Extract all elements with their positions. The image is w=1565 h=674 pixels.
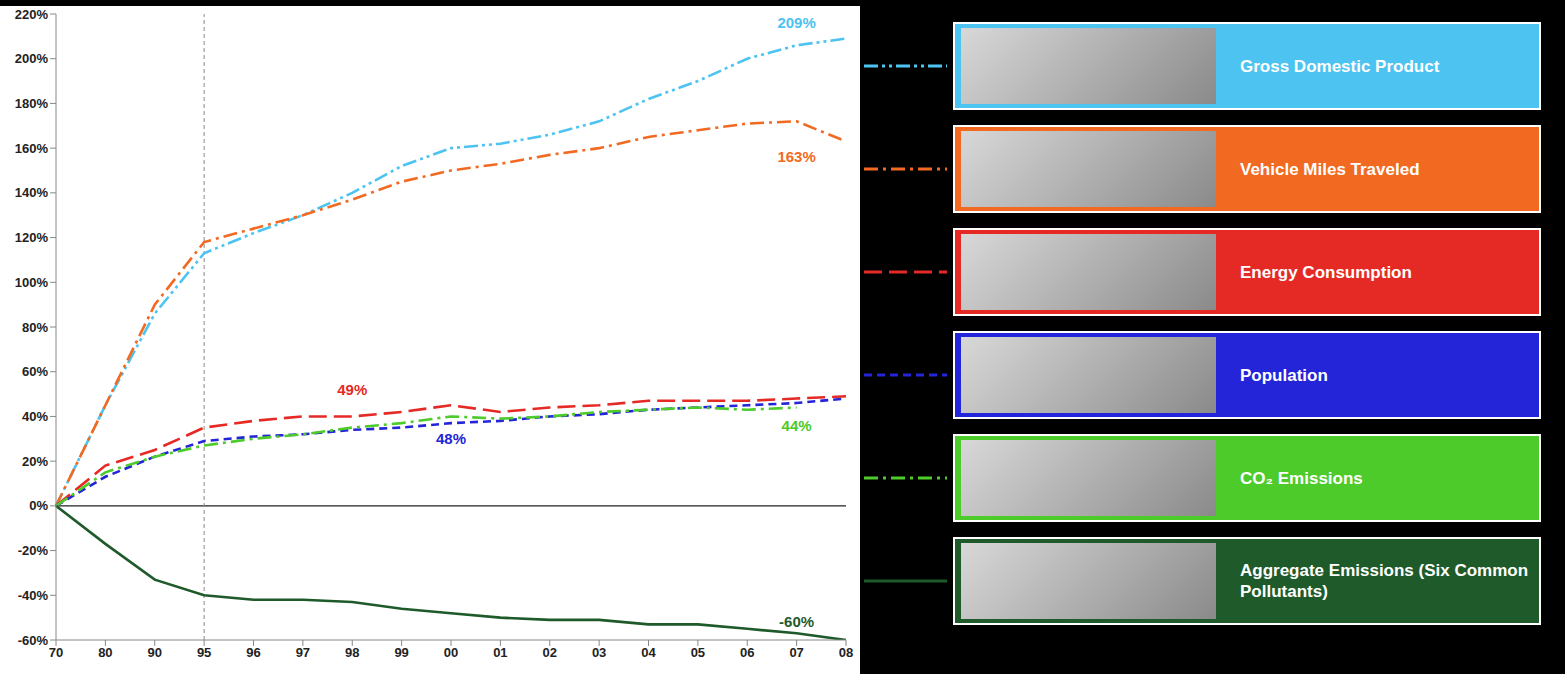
svg-text:200%: 200% [15,51,49,66]
svg-text:49%: 49% [337,381,367,398]
svg-text:220%: 220% [15,7,49,22]
svg-text:04: 04 [641,645,656,660]
html-text:Vehicle Miles Traveled: Vehicle Miles Traveled [1240,159,1420,179]
svg-text:03: 03 [592,645,606,660]
svg-text:90: 90 [148,645,162,660]
svg-text:163%: 163% [777,148,815,165]
svg-text:96: 96 [246,645,260,660]
svg-text:60%: 60% [22,364,48,379]
html-text:Energy Consumption: Energy Consumption [1240,262,1412,282]
svg-text:02: 02 [543,645,557,660]
svg-text:-60%: -60% [18,633,49,648]
svg-text:70: 70 [49,645,63,660]
svg-text:209%: 209% [777,14,815,31]
svg-text:140%: 140% [15,185,49,200]
html-text:Aggregate Emissions (Six Commo: Aggregate Emissions (Six Common Pollutan… [1240,561,1529,601]
svg-text:95: 95 [197,645,211,660]
svg-text:180%: 180% [15,96,49,111]
svg-text:48%: 48% [436,430,466,447]
svg-text:98: 98 [345,645,359,660]
svg-text:-60%: -60% [779,613,814,630]
svg-text:44%: 44% [782,417,812,434]
svg-text:05: 05 [691,645,705,660]
svg-text:97: 97 [296,645,310,660]
html-text:Population: Population [1240,365,1328,385]
svg-text:08: 08 [839,645,853,660]
svg-text:100%: 100% [15,275,49,290]
svg-text:0%: 0% [29,498,48,513]
svg-text:99: 99 [394,645,408,660]
html-text:CO₂ Emissions: CO₂ Emissions [1240,468,1363,488]
svg-text:20%: 20% [22,454,48,469]
svg-text:40%: 40% [22,409,48,424]
svg-text:00: 00 [444,645,458,660]
svg-text:01: 01 [493,645,507,660]
svg-text:80%: 80% [22,320,48,335]
svg-text:06: 06 [740,645,754,660]
html-text:Gross Domestic Product: Gross Domestic Product [1240,56,1440,76]
svg-text:-40%: -40% [18,588,49,603]
svg-text:160%: 160% [15,141,49,156]
svg-text:-20%: -20% [18,543,49,558]
svg-text:07: 07 [789,645,803,660]
svg-text:80: 80 [98,645,112,660]
svg-text:120%: 120% [15,230,49,245]
